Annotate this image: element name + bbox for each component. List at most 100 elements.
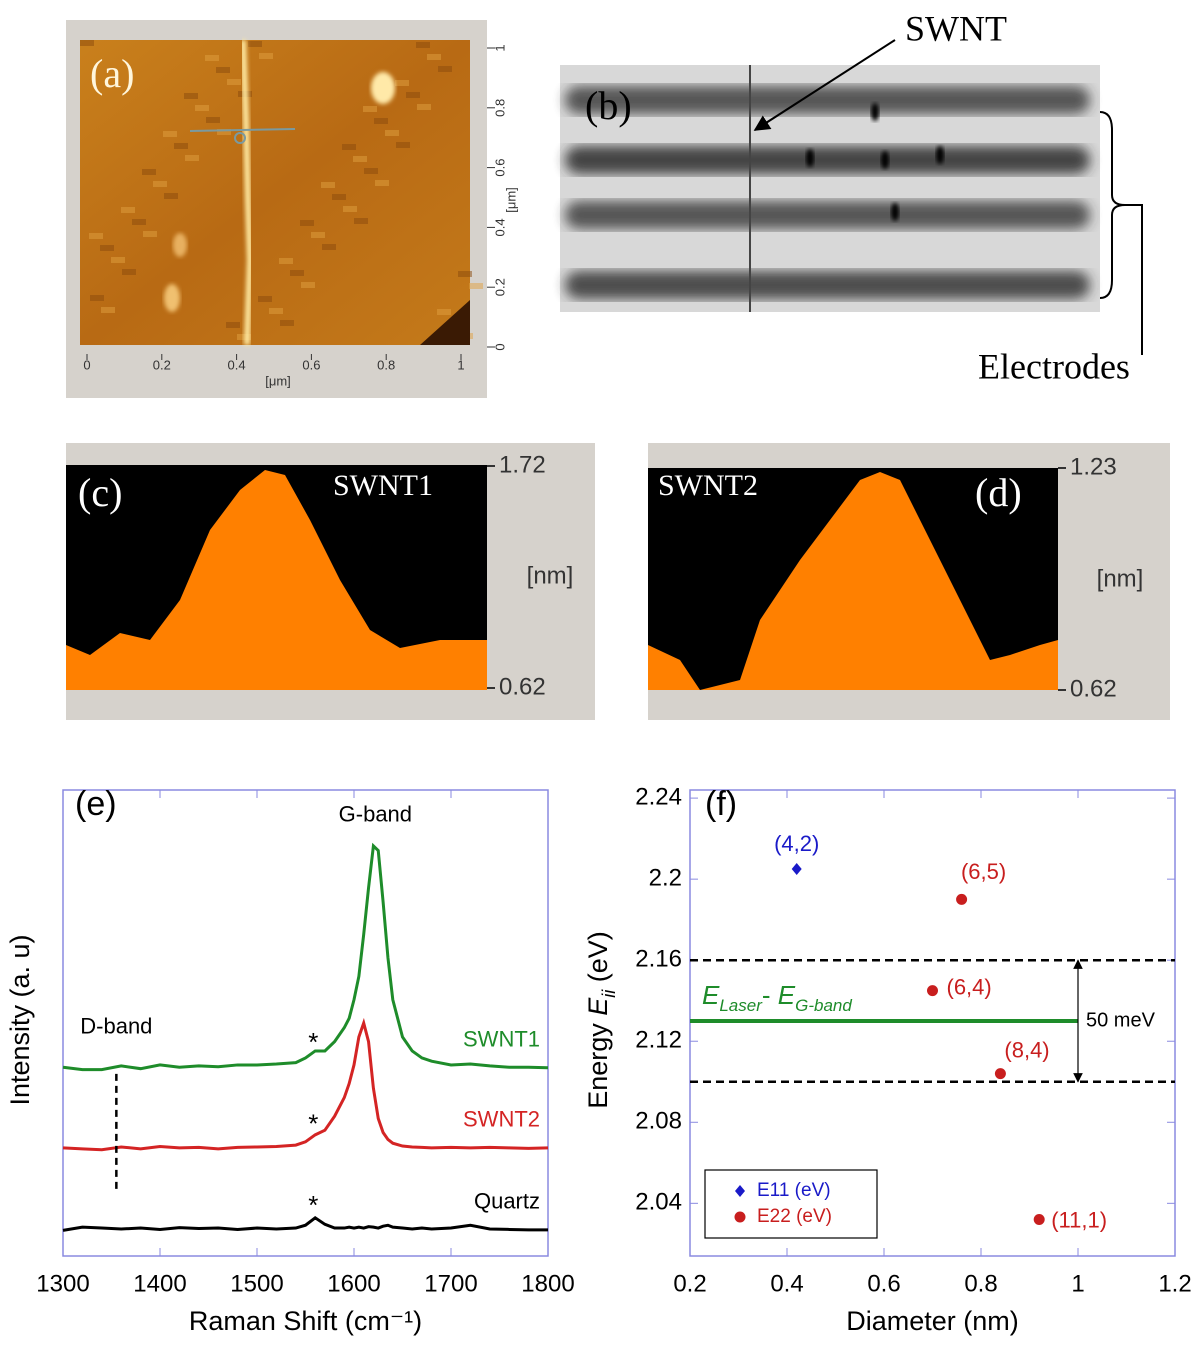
point-label: (4,2) [774, 831, 819, 856]
afm-texture [438, 66, 452, 72]
afm-texture [364, 168, 378, 174]
afm-texture [427, 54, 441, 60]
profile-area [648, 472, 1058, 690]
afm-texture [280, 320, 294, 326]
panel-label: (a) [90, 51, 134, 96]
panel-title: SWNT1 [333, 469, 433, 502]
section-line [189, 128, 296, 132]
sem-spot [871, 103, 879, 121]
legend-label: E11 (eV) [757, 1180, 831, 1201]
afm-texture [321, 182, 335, 188]
legend-label: E22 (eV) [757, 1206, 832, 1227]
series-line [62, 1215, 548, 1232]
data-point [927, 985, 938, 997]
x-tick-label: 1600 [327, 1270, 380, 1297]
afm-texture [458, 271, 472, 277]
plot-frame [689, 789, 1176, 1257]
series-line [62, 1017, 549, 1152]
label-part: (eV) [583, 931, 613, 990]
afm-texture [100, 245, 114, 251]
afm-texture [258, 296, 272, 302]
section-marker [234, 132, 246, 144]
afm-nanotube [240, 39, 254, 346]
afm-texture [279, 258, 293, 264]
afm-texture [142, 169, 156, 175]
afm-texture [343, 206, 357, 212]
point-label: (6,5) [961, 859, 1006, 884]
afm-texture [416, 42, 430, 48]
afm-corner [420, 300, 470, 345]
profile-area [66, 470, 487, 690]
afm-texture [406, 92, 420, 98]
afm-blob [164, 284, 180, 312]
legend-marker [734, 1211, 746, 1223]
legend-marker [735, 1185, 745, 1197]
afm-texture [311, 232, 325, 238]
x-axis-label: Raman Shift (cm⁻¹) [189, 1306, 422, 1336]
afm-texture [111, 257, 125, 263]
panel-label: (f) [705, 785, 737, 823]
afm-texture [89, 233, 103, 239]
x-tick-label: 0.8 [964, 1270, 997, 1297]
afm-texture [322, 244, 336, 250]
afm-texture [375, 180, 389, 186]
series-label: SWNT1 [463, 1027, 540, 1052]
x-tick-label: 0 [83, 357, 90, 372]
afm-texture [226, 322, 240, 328]
afm-texture [216, 67, 230, 73]
data-point [1033, 1214, 1045, 1226]
x-tick-label: 1400 [133, 1270, 186, 1297]
label-part: ii [599, 989, 619, 998]
label-part: G-band [795, 996, 852, 1015]
y-tick-label: 0.2 [492, 278, 507, 296]
arrow [753, 39, 896, 131]
afm-texture [417, 104, 431, 110]
afm-texture [143, 231, 157, 237]
y-tick-label: 0 [492, 343, 507, 350]
label-part: - [762, 980, 778, 1010]
sem-spot [881, 151, 889, 169]
afm-texture [248, 41, 262, 47]
afm-texture [205, 55, 219, 61]
point-label: (11,1) [1051, 1207, 1107, 1232]
y-tick-label: 2.2 [649, 864, 682, 891]
afm-texture [164, 193, 178, 199]
data-point [791, 863, 802, 876]
y-tick-label: 0.8 [492, 99, 507, 117]
label-part: E [778, 980, 796, 1010]
afm-texture [342, 144, 356, 150]
afm-texture [184, 93, 198, 99]
annotation: D-band [80, 1013, 152, 1038]
afm-texture [469, 283, 483, 289]
data-point [994, 1068, 1006, 1080]
panel-label: (e) [75, 785, 117, 823]
afm-texture [395, 80, 409, 86]
afm-texture [437, 309, 451, 315]
y-tick-label: 0.4 [492, 218, 507, 236]
connector [1125, 204, 1143, 355]
afm-texture [195, 105, 209, 111]
afm-texture [300, 220, 314, 226]
annotation: 50 meV [1086, 1009, 1156, 1031]
x-tick-label: 0.2 [153, 357, 171, 372]
x-tick-label: 1.2 [1158, 1270, 1191, 1297]
label-part: E [583, 997, 613, 1016]
x-axis-label: Diameter (nm) [846, 1306, 1019, 1336]
plot-frame [62, 789, 549, 1257]
sem-spot [806, 149, 814, 167]
panel-label: (d) [975, 470, 1022, 515]
x-tick-label: 0.2 [673, 1270, 706, 1297]
y-tick-label: 2.08 [635, 1108, 682, 1135]
annotation: SWNT [905, 8, 1007, 48]
x-tick-label: 1 [1071, 1270, 1084, 1297]
afm-texture [301, 282, 315, 288]
label-part: Energy [583, 1016, 613, 1109]
afm-texture [185, 155, 199, 161]
afm-texture [90, 295, 104, 301]
afm-blob [371, 72, 395, 104]
panel-title: SWNT2 [658, 469, 758, 502]
afm-texture [290, 270, 304, 276]
sem-electrode [565, 201, 1090, 229]
afm-texture [363, 106, 377, 112]
